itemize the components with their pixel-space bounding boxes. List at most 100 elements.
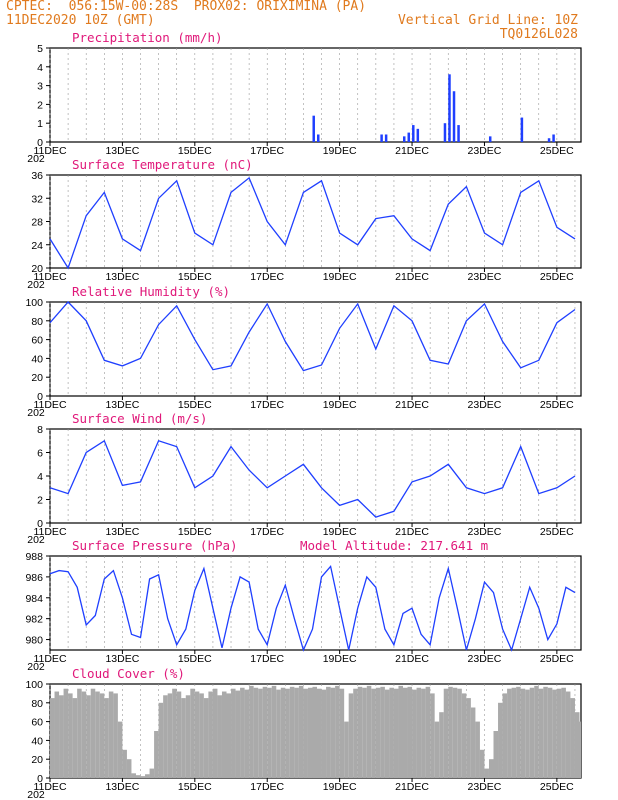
cloud-bar: [280, 687, 286, 778]
x-tick-label: 13DEC: [105, 145, 139, 157]
series-line: [49, 176, 576, 270]
y-tick-label: 0: [37, 137, 43, 149]
cloud-bar: [271, 685, 277, 778]
cloud-bar: [348, 693, 354, 778]
cloud-bar: [312, 686, 318, 778]
y-tick-label: 36: [31, 170, 43, 182]
x-tick-label: 25DEC: [540, 271, 574, 283]
precip-bar: [452, 91, 456, 142]
cloud-bar: [226, 693, 232, 778]
cloud-bar: [122, 749, 127, 778]
cloud-bar: [154, 731, 159, 778]
y-tick-label: 984: [25, 593, 43, 605]
x-tick-label: 15DEC: [178, 526, 212, 538]
x-tick-label: 21DEC: [395, 399, 429, 411]
cloud-bar: [194, 691, 200, 778]
cloud-bar: [59, 695, 64, 778]
precip-bar: [448, 74, 451, 142]
cloud-bar: [412, 689, 417, 778]
cloud-bar: [425, 686, 431, 778]
y-tick-label: 982: [25, 614, 43, 626]
cloud-bar: [199, 693, 204, 778]
cloud-bar: [289, 686, 295, 778]
cloud-bar: [384, 689, 390, 778]
y-tick-label: 28: [31, 217, 43, 229]
x-tick-label: 23DEC: [468, 145, 502, 157]
chart-panel-3: 11DEC 13DEC 15DEC 17DEC 19DEC 21DEC 23DEC 25DEC…: [27, 411, 582, 546]
cloud-bar: [448, 686, 453, 778]
cloud-bar: [339, 688, 345, 778]
y-tick-label: 100: [25, 679, 43, 691]
precip-bar: [443, 123, 447, 142]
y-tick-label: 2: [37, 99, 43, 111]
precip-bar: [416, 128, 420, 142]
cloud-bar: [258, 688, 263, 778]
year-label: 202: [27, 407, 45, 419]
cloud-bar: [77, 688, 82, 778]
cloud-bar: [276, 689, 281, 778]
series-line: [49, 564, 576, 652]
x-tick-label: 15DEC: [178, 145, 212, 157]
cloud-bar: [68, 693, 73, 778]
x-tick-label: 23DEC: [468, 653, 502, 665]
cloud-bar: [72, 698, 78, 778]
cloud-bar: [380, 686, 385, 778]
precip-bar: [488, 136, 492, 142]
cloud-bar: [344, 721, 349, 778]
cloud-bar: [457, 688, 462, 778]
year-label: 202: [27, 153, 45, 165]
precip-bar: [317, 134, 320, 142]
x-tick-label: 13DEC: [105, 399, 139, 411]
cloud-bar: [507, 688, 512, 778]
panel-title: Surface Pressure (hPa): [72, 538, 238, 553]
header-station: CPTEC: 056:15W-00:28S PROX02: ORIXIMINA …: [6, 0, 367, 14]
y-tick-label: 980: [25, 635, 43, 647]
cloud-bar: [416, 687, 422, 778]
x-tick-label: 21DEC: [395, 653, 429, 665]
panel-title: Precipitation (mm/h): [72, 30, 223, 45]
chart-panel-2: 11DEC 13DEC 15DEC 17DEC 19DEC 21DEC 23DEC 25DEC…: [25, 284, 582, 419]
plot-frame: [49, 555, 582, 651]
cloud-bar: [54, 691, 60, 778]
x-tick-label: 25DEC: [540, 145, 574, 157]
cloud-bar: [63, 688, 69, 778]
year-label: 202: [27, 279, 45, 291]
year-label: 202: [27, 661, 45, 673]
x-tick-label: 15DEC: [178, 399, 212, 411]
cloud-bar: [488, 759, 494, 778]
x-tick-label: 23DEC: [468, 781, 502, 793]
y-tick-label: 0: [37, 518, 43, 530]
y-tick-label: 986: [25, 572, 43, 584]
cloud-bar: [511, 687, 517, 778]
cloud-bar: [534, 685, 539, 778]
header-grid-line: Vertical Grid Line: 10Z: [397, 13, 578, 28]
cloud-bar: [240, 687, 245, 778]
cloud-bar: [556, 688, 562, 778]
cloud-bar: [86, 695, 91, 778]
panel-title: Relative Humidity (%): [72, 284, 230, 299]
cloud-bar: [50, 698, 55, 778]
cloud-bar: [181, 698, 186, 778]
precip-bar: [547, 138, 551, 142]
cloud-bar: [570, 698, 575, 778]
model-altitude: Model Altitude: 217.641 m: [300, 538, 488, 553]
cloud-bar: [185, 695, 191, 778]
cloud-bar: [126, 759, 132, 778]
x-tick-label: 17DEC: [250, 399, 284, 411]
panel-title: Cloud Cover (%): [72, 666, 185, 681]
y-tick-label: 24: [31, 240, 43, 252]
series-line: [49, 301, 576, 372]
cloud-bar: [452, 687, 458, 778]
cloud-bar: [294, 687, 299, 778]
y-tick-label: 3: [37, 81, 43, 93]
precip-bar: [412, 125, 415, 142]
precip-bar: [402, 136, 406, 142]
cloud-bar: [439, 712, 444, 778]
cloud-bar: [244, 689, 250, 778]
cloud-bar: [90, 688, 96, 778]
x-tick-label: 17DEC: [250, 271, 284, 283]
cloud-bar: [253, 687, 259, 778]
y-tick-label: 6: [37, 448, 43, 460]
cloud-bar: [516, 686, 521, 778]
